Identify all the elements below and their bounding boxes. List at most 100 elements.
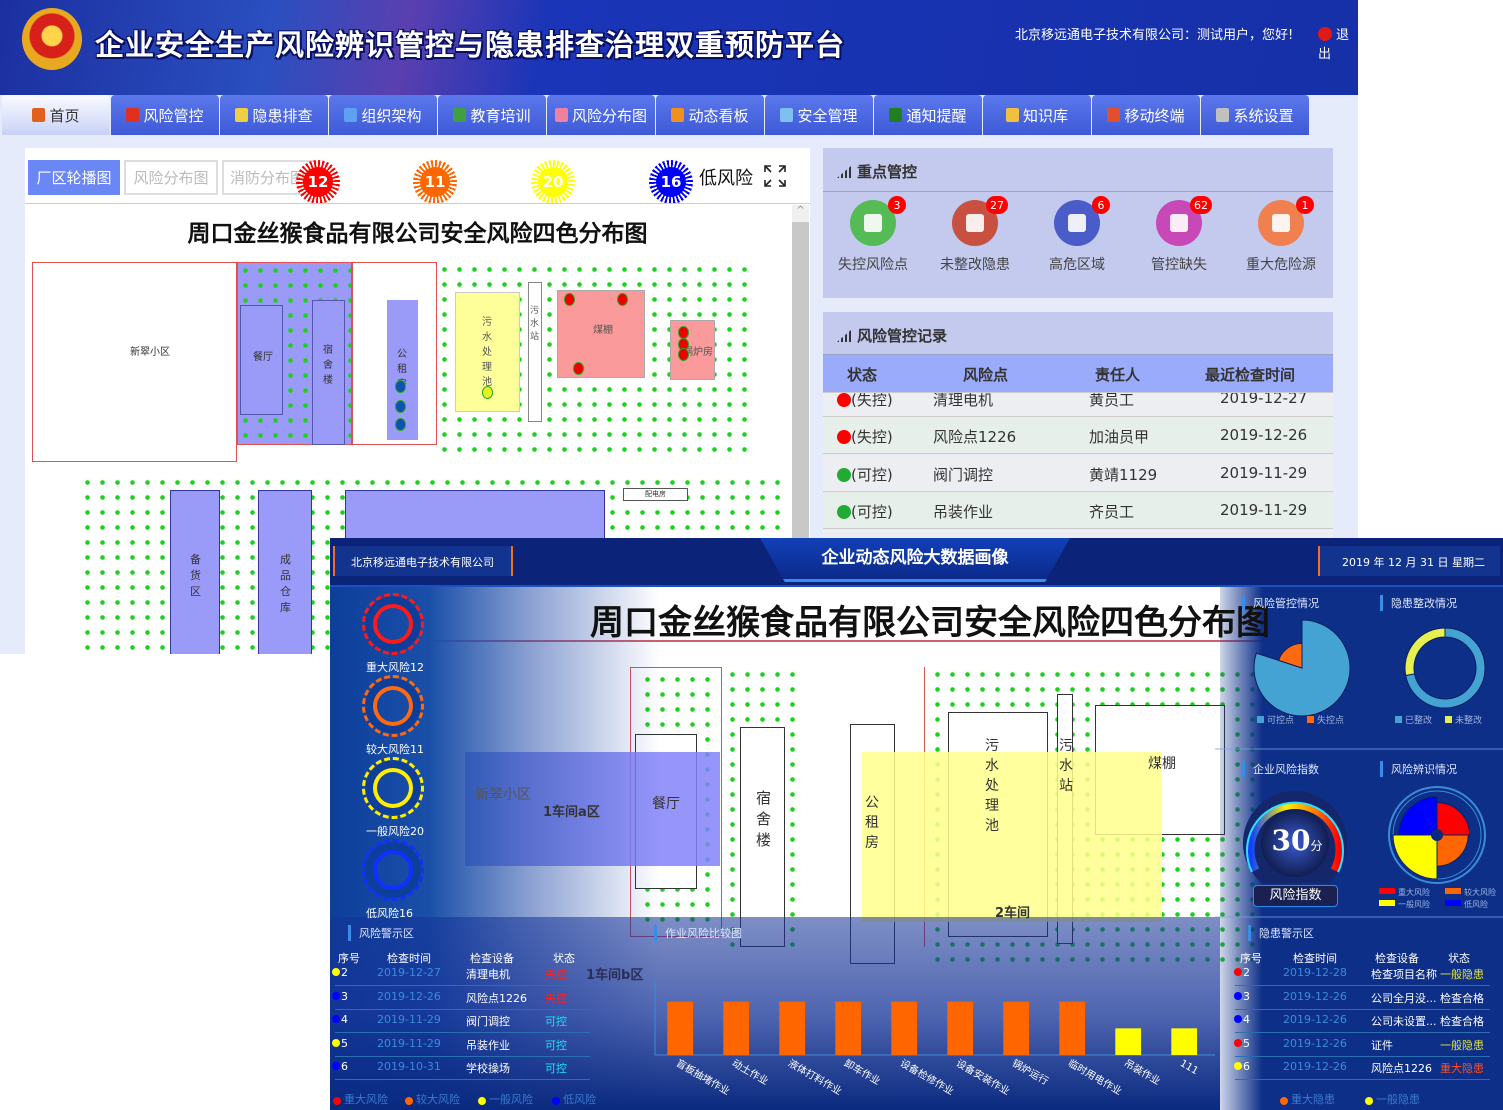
risk-count-badge[interactable]: 12 xyxy=(296,160,340,204)
nav-tab[interactable]: 知识库 xyxy=(983,95,1091,135)
nav-tab[interactable]: 组织架构 xyxy=(329,95,437,135)
table-row[interactable]: (可控) 吊装作业 齐员工 2019-11-29 xyxy=(823,492,1333,529)
pie-slice[interactable] xyxy=(1436,801,1471,836)
key-control-item[interactable]: 6 高危区域 xyxy=(1027,196,1127,274)
risk-count-badge[interactable]: 20 xyxy=(531,160,575,204)
table-row[interactable]: 5 2019-11-29 吊装作业 可控 xyxy=(332,1037,595,1059)
risk-count-badge[interactable]: 11 xyxy=(413,160,457,204)
risk-marker[interactable] xyxy=(395,380,406,393)
risk-point-cell: 阀门调控 xyxy=(933,465,994,484)
risk-level-ring-icon[interactable] xyxy=(362,593,424,655)
nav-tab[interactable]: 安全管理 xyxy=(765,95,873,135)
logout-button[interactable]: 退出 xyxy=(1318,24,1358,62)
bar[interactable] xyxy=(891,1001,918,1055)
pie-slice[interactable] xyxy=(1398,796,1438,836)
pie-slice[interactable] xyxy=(1404,627,1446,677)
pie-slice[interactable] xyxy=(1392,834,1438,880)
risk-marker[interactable] xyxy=(395,418,406,431)
map-label: 2车间 xyxy=(995,906,1031,921)
map-building-meipeng: 煤棚 xyxy=(557,290,645,378)
map-building-wushuizhan: 污水站 xyxy=(528,282,542,422)
bar[interactable] xyxy=(1115,1028,1142,1055)
key-control-item[interactable]: 27 未整改隐患 xyxy=(925,196,1025,274)
nav-tab[interactable]: 移动终端 xyxy=(1092,95,1200,135)
nav-tab[interactable]: 系统设置 xyxy=(1201,95,1309,135)
bar[interactable] xyxy=(1003,1001,1030,1055)
pie-slice[interactable] xyxy=(1277,642,1303,669)
map-label: 煤棚 xyxy=(593,325,613,336)
risk-index-button[interactable]: 风险指数 xyxy=(1253,885,1338,907)
column-header: 状态 xyxy=(1448,952,1470,965)
key-control-item[interactable]: 3 失控风险点 xyxy=(823,196,923,274)
legend-swatch xyxy=(1379,900,1395,906)
nav-tab[interactable]: 首页 xyxy=(2,95,110,135)
status-cell: (可控) xyxy=(837,501,893,522)
bar[interactable] xyxy=(1171,1028,1198,1055)
table-row[interactable]: 3 2019-12-26 风险点1226 失控 xyxy=(332,990,595,1012)
bar[interactable] xyxy=(667,1001,694,1055)
status-dot xyxy=(837,467,851,482)
nav-tab[interactable]: 隐患排查 xyxy=(220,95,328,135)
risk-marker[interactable] xyxy=(482,386,493,399)
nav-tab[interactable]: 动态看板 xyxy=(656,95,764,135)
legend-dot xyxy=(405,1097,413,1105)
pie-slice[interactable] xyxy=(1436,834,1469,867)
risk-marker[interactable] xyxy=(617,293,628,306)
map-label: 污水站 xyxy=(530,306,540,342)
date-cell: 2019-11-29 xyxy=(377,1013,441,1026)
bar[interactable] xyxy=(723,1001,750,1055)
table-row[interactable]: 2 2019-12-28 检查项目名称 一般隐患 xyxy=(1234,966,1495,988)
level-dot xyxy=(332,1015,340,1023)
gear-icon xyxy=(1216,108,1230,122)
nav-tab[interactable]: 风险管控 xyxy=(111,95,219,135)
current-date: 2019 年 12 月 31 日 星期二 xyxy=(1318,546,1500,576)
risk-level-label: 重大风险12 xyxy=(366,661,424,674)
x-tick-label: 动土作业 xyxy=(730,1056,771,1087)
table-row[interactable]: 2 2019-12-27 清理电机 失控 xyxy=(332,966,595,988)
legend-item: 一般隐患 xyxy=(1365,1091,1420,1107)
key-control-label: 失控风险点 xyxy=(838,257,908,273)
tab-risk-distribution[interactable]: 风险分布图 xyxy=(124,160,218,195)
table-row[interactable]: (失控) 风险点1226 加油员甲 2019-12-26 xyxy=(823,417,1333,454)
map-label: 餐厅 xyxy=(253,352,273,363)
level-dot xyxy=(1234,1038,1242,1047)
risk-marker[interactable] xyxy=(573,362,584,375)
table-row[interactable]: 4 2019-11-29 阀门调控 可控 xyxy=(332,1013,595,1035)
national-emblem-logo xyxy=(22,8,82,70)
x-tick-label: 盲板抽堵作业 xyxy=(674,1056,732,1097)
fullscreen-icon[interactable] xyxy=(763,164,787,188)
table-row[interactable]: 5 2019-12-26 证件 一般隐患 xyxy=(1234,1037,1495,1059)
nav-tab[interactable]: 通知提醒 xyxy=(874,95,982,135)
bar[interactable] xyxy=(779,1001,806,1055)
bar[interactable] xyxy=(1059,1001,1086,1055)
risk-level-ring-icon[interactable] xyxy=(362,675,424,737)
risk-level-ring-icon[interactable] xyxy=(362,757,424,819)
person-cell: 黄员工 xyxy=(1089,390,1135,409)
tab-factory-carousel[interactable]: 厂区轮播图 xyxy=(28,160,120,195)
risk-marker[interactable] xyxy=(564,293,575,306)
legend-dot xyxy=(552,1097,560,1105)
key-control-item[interactable]: 62 管控缺失 xyxy=(1129,196,1229,274)
nav-tab[interactable]: 风险分布图 xyxy=(547,95,655,135)
nav-tab-label: 系统设置 xyxy=(1233,106,1294,125)
bar[interactable] xyxy=(947,1001,974,1055)
risk-marker[interactable] xyxy=(678,348,689,361)
legend-dot xyxy=(478,1097,486,1105)
key-control-item[interactable]: 1 重大危险源 xyxy=(1231,196,1331,274)
risk-marker[interactable] xyxy=(395,400,406,413)
table-row[interactable]: 3 2019-12-26 公司全月没... 检查合格 xyxy=(1234,990,1495,1012)
table-row[interactable]: 6 2019-12-26 风险点1226 重大隐患 xyxy=(1234,1060,1495,1082)
date-cell: 2019-12-26 xyxy=(1220,426,1308,444)
risk-count-badge[interactable]: 16 xyxy=(649,160,693,204)
tools-icon: 27 xyxy=(952,196,1008,246)
table-row[interactable]: (可控) 阀门调控 黄靖1129 2019-11-29 xyxy=(823,454,1333,492)
logout-label: 退出 xyxy=(1318,28,1350,62)
risk-level-ring-icon[interactable] xyxy=(362,839,424,901)
nav-tab[interactable]: 教育培训 xyxy=(438,95,546,135)
x-tick-label: 设备检修作业 xyxy=(898,1056,956,1097)
table-row[interactable]: 4 2019-12-26 公司未设置... 检查合格 xyxy=(1234,1013,1495,1035)
table-row[interactable]: 6 2019-10-31 学校操场 可控 xyxy=(332,1060,595,1082)
chart-title: 风险管控情况 xyxy=(1242,595,1319,611)
map-label: 煤棚 xyxy=(1148,756,1176,772)
bar[interactable] xyxy=(835,1001,862,1055)
